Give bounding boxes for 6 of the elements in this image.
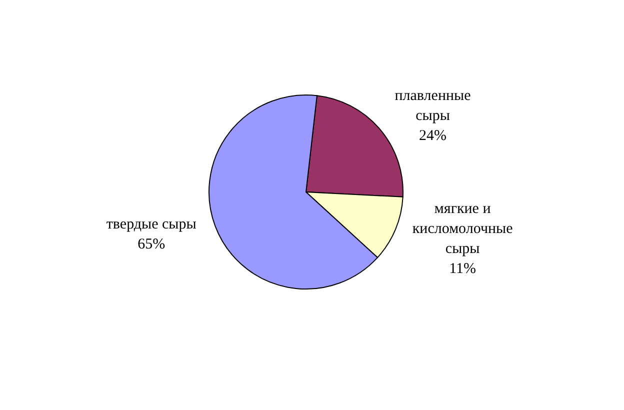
data-label: 24% — [419, 128, 447, 144]
data-label: 65% — [138, 236, 166, 253]
data-label: 11% — [449, 260, 476, 277]
slice-label: плавленные сыры — [394, 88, 472, 124]
slice-label: мягкие и кисломолочные сыры — [412, 200, 514, 257]
slice-label: твердые сыры — [106, 216, 196, 233]
